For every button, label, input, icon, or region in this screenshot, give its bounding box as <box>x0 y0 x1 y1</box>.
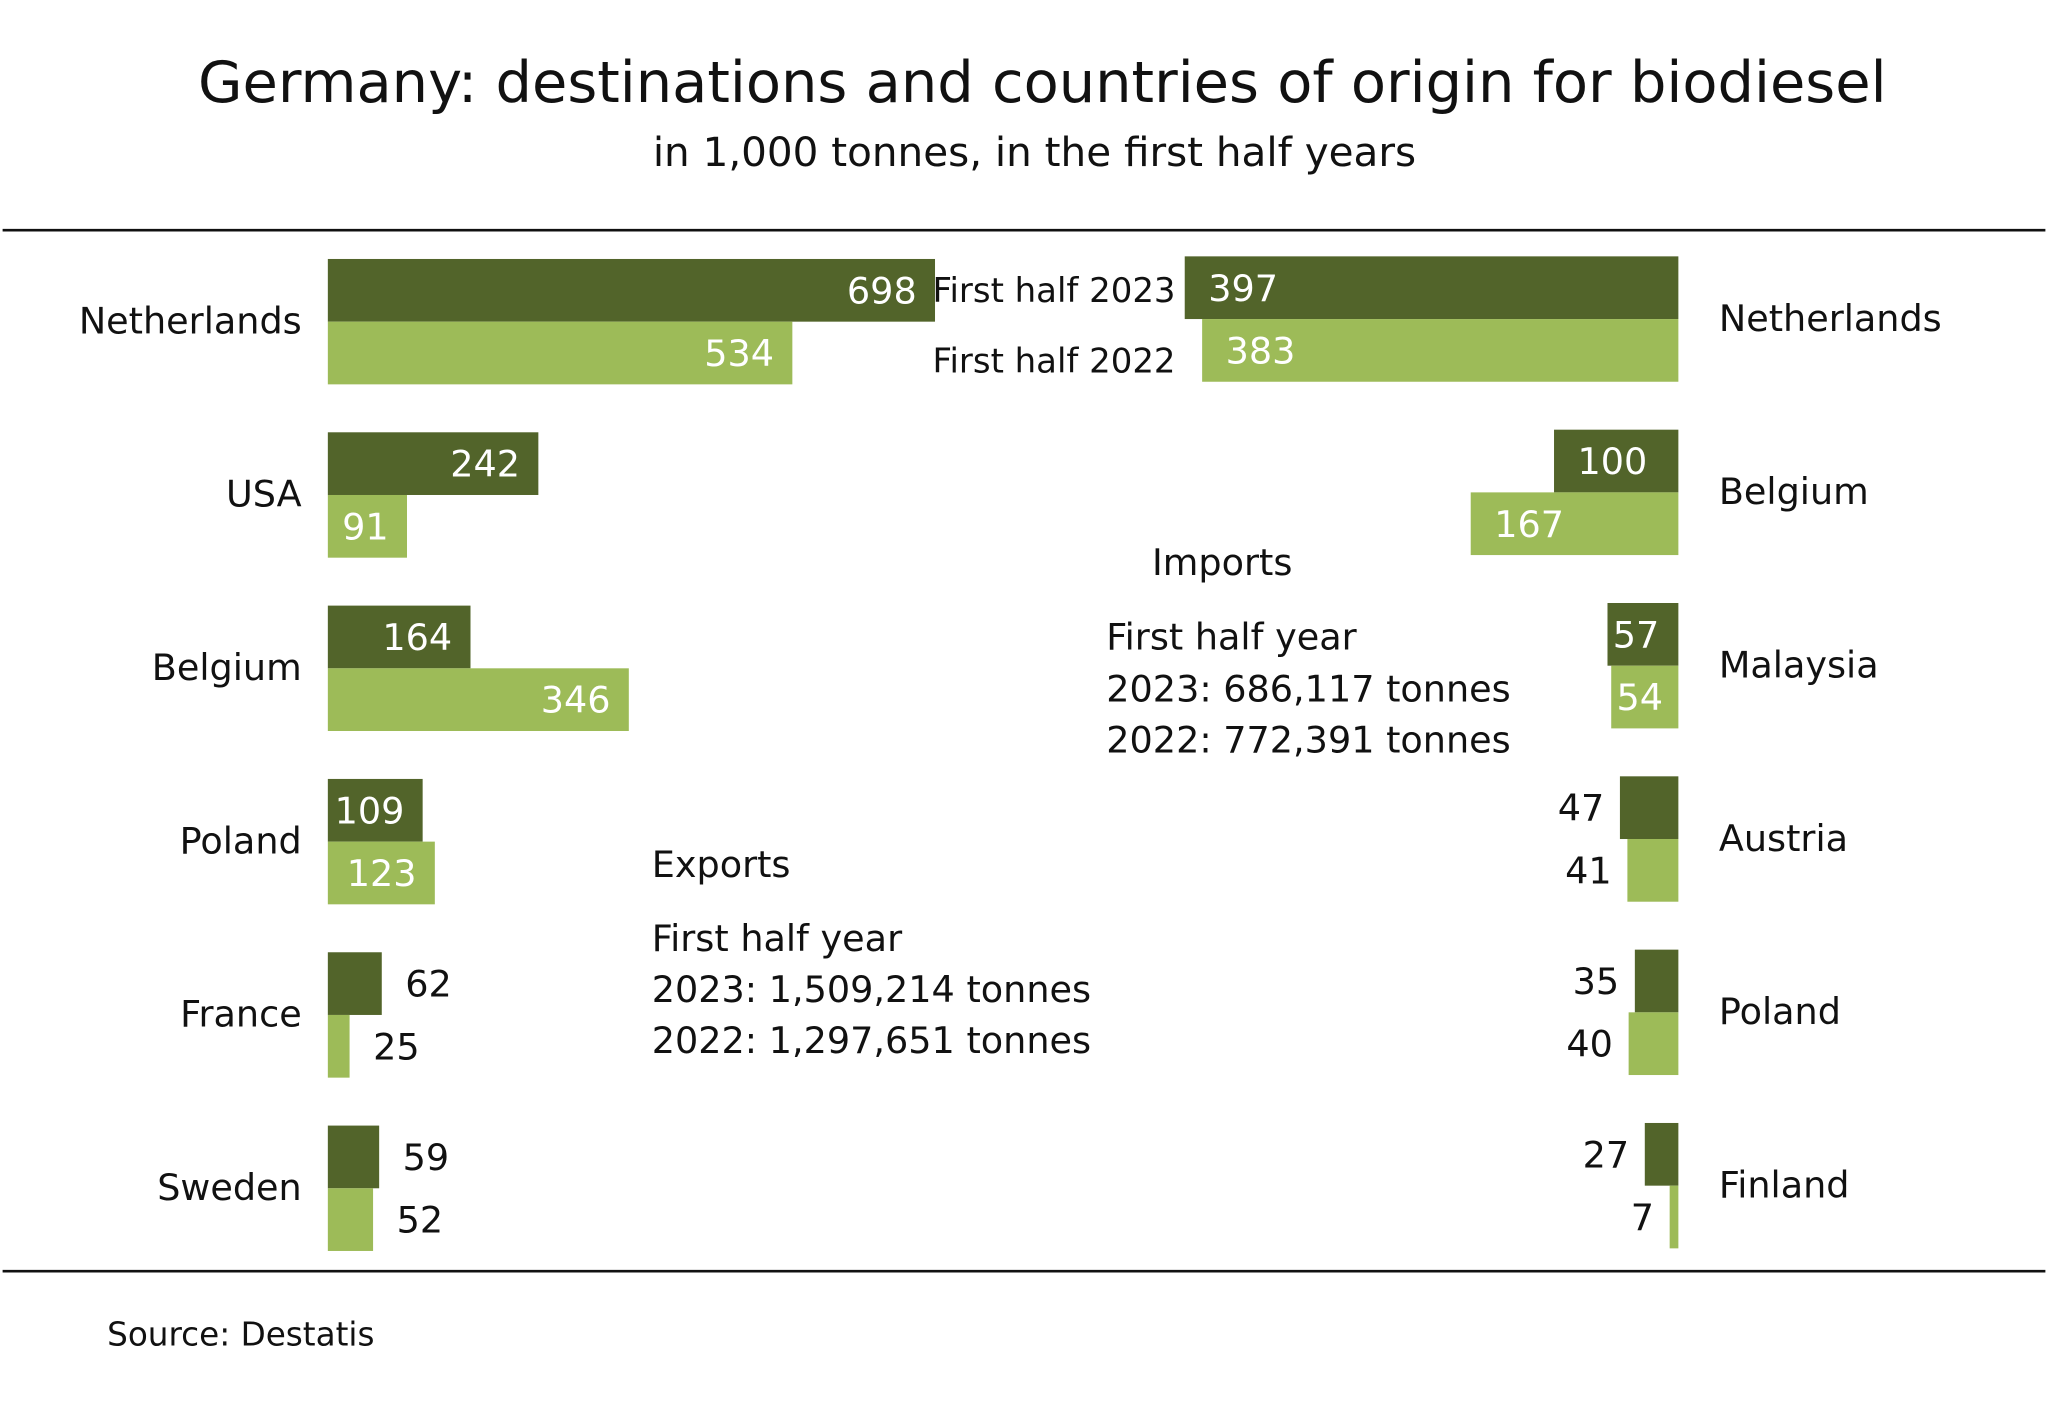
export-value-label: 534 <box>704 332 774 375</box>
import-value-label: 57 <box>1613 613 1660 656</box>
export-bar <box>327 778 423 842</box>
export-value-label: 59 <box>403 1136 450 1179</box>
export-value-label: 698 <box>847 269 917 312</box>
exports-line-3: 2022: 1,297,651 tonnes <box>652 1019 1091 1062</box>
exports-heading: Exports <box>652 843 791 886</box>
import-value-label: 41 <box>1565 849 1612 892</box>
import-country-label: Poland <box>1719 990 1841 1033</box>
export-value-label: 242 <box>450 443 520 486</box>
import-bar <box>1202 319 1679 382</box>
import-value-label: 54 <box>1616 676 1663 719</box>
import-country-label: Malaysia <box>1719 643 1879 686</box>
export-bar <box>327 1188 374 1251</box>
import-bar <box>1644 1122 1679 1186</box>
export-bar <box>327 258 936 322</box>
export-value-label: 25 <box>373 1025 420 1068</box>
import-bar <box>1470 492 1679 556</box>
import-value-label: 47 <box>1558 787 1605 830</box>
export-country-label: Sweden <box>157 1166 301 1209</box>
import-bar <box>1669 1185 1679 1249</box>
chart-title: Germany: destinations and countries of o… <box>198 49 1887 116</box>
import-country-label: Belgium <box>1719 470 1869 513</box>
import-value-label: 7 <box>1631 1196 1654 1239</box>
import-value-label: 167 <box>1494 503 1564 546</box>
import-bar <box>1619 776 1679 840</box>
imports-line-2: 2023: 686,117 tonnes <box>1106 668 1510 711</box>
export-country-label: Belgium <box>152 646 302 689</box>
export-country-label: Netherlands <box>79 299 302 342</box>
import-value-label: 35 <box>1573 960 1620 1003</box>
export-bar <box>327 432 539 495</box>
legend-2023: First half 2023 <box>932 271 1175 311</box>
export-bar <box>327 321 793 385</box>
export-value-label: 52 <box>397 1199 444 1242</box>
import-value-label: 397 <box>1208 267 1278 310</box>
export-bar <box>327 841 435 905</box>
export-value-label: 62 <box>405 963 452 1006</box>
exports-line-1: First half year <box>652 917 903 960</box>
export-bar <box>327 668 629 732</box>
legend-2022: First half 2022 <box>932 342 1175 382</box>
exports-line-2: 2023: 1,509,214 tonnes <box>652 968 1091 1011</box>
import-bar <box>1634 949 1679 1013</box>
imports-line-1: First half year <box>1106 615 1357 658</box>
export-country-label: Poland <box>180 819 302 862</box>
chart-subtitle: in 1,000 tonnes, in the first half years <box>653 128 1416 176</box>
import-bar <box>1628 1012 1679 1076</box>
imports-heading: Imports <box>1152 541 1292 584</box>
import-bar <box>1611 665 1679 729</box>
import-value-label: 40 <box>1566 1023 1613 1066</box>
import-country-label: Austria <box>1719 817 1848 860</box>
export-value-label: 109 <box>335 789 405 832</box>
imports-line-3: 2022: 772,391 tonnes <box>1106 719 1510 762</box>
import-value-label: 383 <box>1226 329 1296 372</box>
import-country-label: Finland <box>1719 1163 1850 1206</box>
import-bar <box>1627 839 1679 902</box>
import-bar <box>1554 429 1679 493</box>
export-bar <box>327 605 471 669</box>
export-value-label: 91 <box>342 505 389 548</box>
import-value-label: 27 <box>1583 1133 1630 1176</box>
import-bar <box>1607 603 1679 666</box>
export-value-label: 164 <box>382 616 452 659</box>
import-value-label: 100 <box>1578 440 1648 483</box>
source-note: Source: Destatis <box>107 1316 374 1354</box>
export-bar <box>327 494 407 558</box>
export-bar <box>327 952 382 1015</box>
export-value-label: 123 <box>347 852 417 895</box>
export-bar <box>327 1125 380 1189</box>
import-bar <box>1184 256 1679 320</box>
export-country-label: France <box>180 993 302 1036</box>
export-country-label: USA <box>226 473 302 516</box>
import-country-label: Netherlands <box>1719 297 1942 340</box>
export-bar <box>327 1014 350 1078</box>
export-value-label: 346 <box>541 679 611 722</box>
